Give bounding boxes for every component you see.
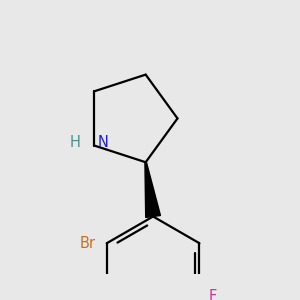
Text: Br: Br <box>80 236 96 251</box>
Text: N: N <box>98 135 109 150</box>
Text: F: F <box>208 289 217 300</box>
Text: H: H <box>70 135 81 150</box>
Polygon shape <box>145 162 161 218</box>
